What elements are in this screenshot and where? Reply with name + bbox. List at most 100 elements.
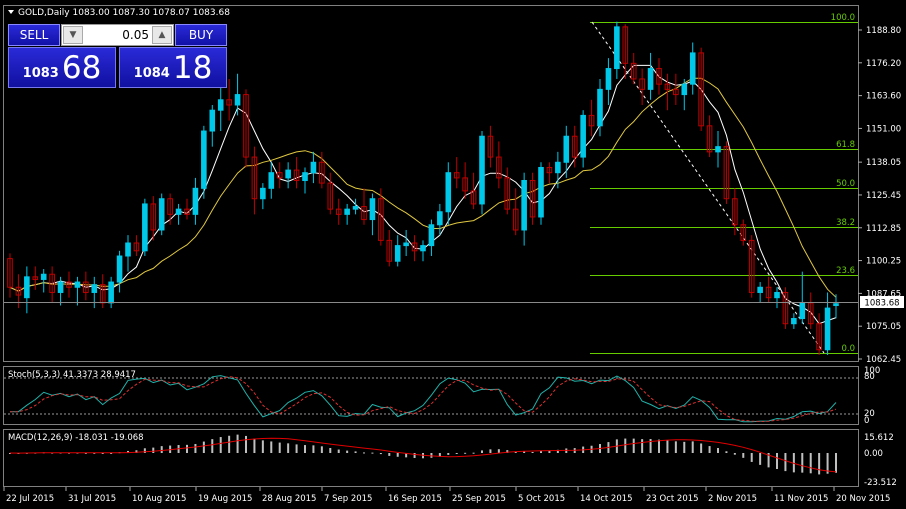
macd-indicator [9, 434, 837, 475]
candle-body [7, 258, 13, 288]
price-tick-label: 1100.25 [866, 257, 901, 267]
candle-body [824, 307, 831, 351]
macd-bar [152, 447, 155, 453]
candle-body [563, 135, 570, 163]
macd-bar [211, 439, 214, 453]
macd-bar [320, 446, 323, 453]
macd-bar [700, 443, 703, 453]
candle-body [394, 245, 401, 262]
current-price-tag [860, 296, 904, 308]
candle-body [209, 109, 216, 132]
candle-body [57, 281, 64, 293]
one-click-trading-panel: SELL ▼ ▲ BUY 1083 68 1084 18 [8, 24, 227, 88]
candle-body [24, 276, 30, 299]
macd-bar [658, 439, 660, 453]
macd-bar [809, 453, 812, 474]
lot-decrease-icon[interactable]: ▼ [63, 26, 83, 44]
macd-bar [202, 441, 205, 453]
price-tick-label: 1176.20 [866, 59, 901, 69]
macd-bar [110, 453, 113, 454]
price-tick-label: 1087.65 [866, 289, 901, 299]
collapse-arrow-icon[interactable] [8, 10, 14, 14]
candle-body [782, 291, 789, 325]
macd-bar [219, 437, 222, 453]
candle-body [504, 177, 511, 210]
macd-bar [489, 449, 492, 453]
candle-body [470, 190, 477, 205]
candle-body [234, 94, 241, 106]
sell-button[interactable]: SELL [8, 24, 60, 46]
buy-price[interactable]: 1084 18 [119, 47, 227, 88]
macd-bar [683, 441, 686, 453]
macd-axis: 15.612 0.00 -23.512 [864, 433, 897, 488]
stoch-main-line [9, 375, 837, 423]
macd-tick-label: -23.512 [864, 478, 897, 488]
macd-bar [835, 453, 837, 473]
candle-body [757, 286, 763, 293]
candle-body [352, 206, 359, 210]
macd-bar [531, 451, 534, 453]
macd-bar [818, 453, 821, 475]
time-tick-label: 14 Oct 2015 [580, 494, 633, 504]
macd-bar [733, 453, 736, 455]
macd-bar [674, 441, 677, 453]
candles [7, 21, 839, 355]
candle-body [580, 114, 586, 158]
candle-body [327, 182, 334, 210]
buy-button[interactable]: BUY [175, 24, 227, 46]
lot-increase-icon[interactable]: ▲ [152, 26, 172, 44]
candle-body [302, 172, 308, 182]
macd-bar [447, 453, 450, 455]
macd-bar [354, 451, 357, 453]
macd-bar [523, 451, 526, 453]
macd-bar [228, 435, 231, 453]
candle-body [529, 180, 536, 218]
macd-bar [304, 445, 306, 453]
candle-body [673, 88, 679, 96]
candle-body [706, 125, 713, 153]
macd-tick-label: 0.00 [864, 449, 883, 459]
macd-bar [464, 452, 467, 454]
macd-bar [295, 444, 298, 453]
macd-bar [784, 453, 787, 472]
macd-bar [767, 453, 770, 468]
candle-body [83, 281, 89, 293]
candle-body [251, 156, 258, 200]
candle-body [639, 78, 645, 90]
stoch-tick-label: 100 [864, 366, 880, 376]
buy-price-pips: 18 [172, 49, 213, 86]
fib-level-label: 61.8 [836, 140, 855, 150]
candle-body [293, 169, 300, 182]
sell-price[interactable]: 1083 68 [8, 47, 116, 88]
candle-body [664, 83, 671, 90]
macd-bar [160, 446, 163, 453]
macd-bar [101, 453, 104, 454]
price-tick-label: 1112.85 [866, 224, 901, 234]
candle-body [310, 161, 317, 174]
candle-body [571, 135, 578, 158]
price-tick-label: 1188.80 [866, 26, 901, 36]
macd-bar [143, 448, 146, 453]
candle-body [479, 135, 485, 205]
stochastic-oscillator [9, 375, 837, 423]
candle-body [538, 166, 544, 218]
time-tick-label: 22 Jul 2015 [6, 494, 54, 504]
time-tick-label: 31 Jul 2015 [68, 494, 116, 504]
candle-body [319, 161, 325, 184]
macd-bar [84, 452, 87, 454]
candle-body [799, 302, 806, 320]
macd-bar [261, 440, 264, 453]
macd-bar [641, 439, 644, 453]
candle-body [201, 130, 207, 189]
macd-bar [127, 450, 129, 453]
stoch-tick-label: 0 [864, 416, 869, 426]
lot-size-input[interactable] [84, 27, 151, 43]
candle-body [647, 68, 654, 90]
candle-body [512, 208, 519, 231]
candle-body [192, 187, 199, 215]
lot-size-control: ▼ ▲ [61, 24, 174, 46]
candle-body [158, 198, 165, 231]
macd-bar [759, 453, 762, 465]
macd-bar [329, 448, 332, 453]
